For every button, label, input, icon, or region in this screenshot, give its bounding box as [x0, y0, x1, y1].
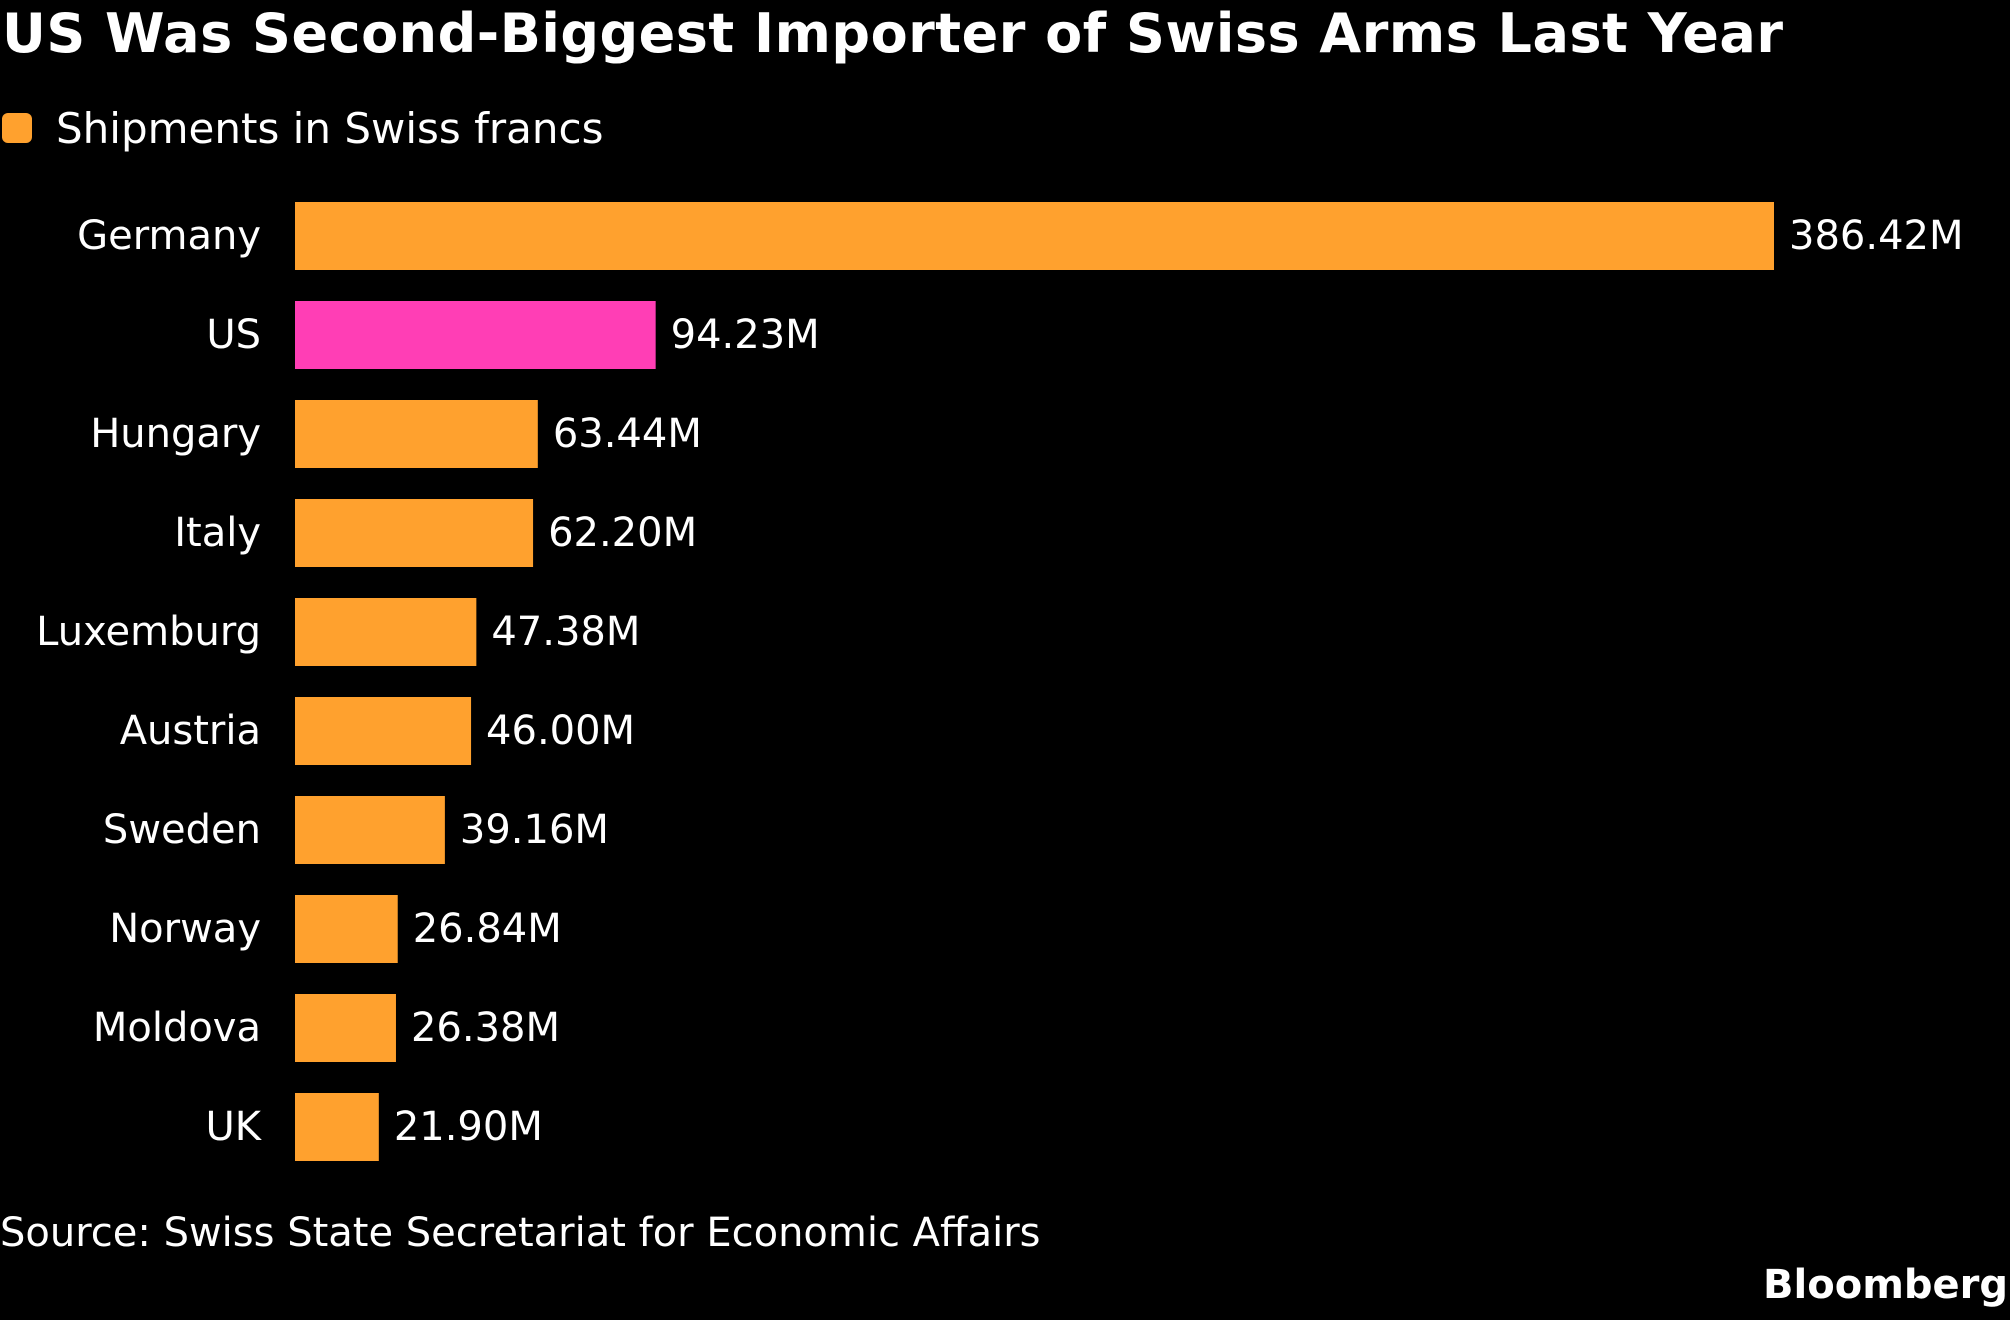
bar-italy: [295, 499, 534, 567]
value-label-hungary: 63.44M: [553, 411, 702, 457]
category-label-luxemburg: Luxemburg: [36, 609, 261, 655]
value-label-austria: 46.00M: [486, 708, 635, 754]
value-label-us: 94.23M: [671, 312, 820, 358]
bar-moldova: [295, 994, 396, 1062]
value-label-uk: 21.90M: [394, 1104, 543, 1150]
bar-austria: [295, 697, 472, 765]
legend: Shipments in Swiss francs: [2, 98, 604, 158]
bar-sweden: [295, 796, 445, 864]
category-label-italy: Italy: [174, 510, 261, 556]
bar-luxemburg: [295, 598, 477, 666]
value-label-italy: 62.20M: [548, 510, 697, 556]
legend-swatch: [2, 113, 32, 143]
bar-uk: [295, 1093, 379, 1161]
value-label-sweden: 39.16M: [460, 807, 609, 853]
legend-label: Shipments in Swiss francs: [56, 103, 604, 153]
value-label-luxemburg: 47.38M: [491, 609, 640, 655]
bar-germany: [295, 202, 1774, 270]
bar-norway: [295, 895, 398, 963]
category-label-germany: Germany: [77, 213, 261, 259]
category-label-moldova: Moldova: [93, 1005, 261, 1051]
category-label-hungary: Hungary: [90, 411, 261, 457]
value-label-germany: 386.42M: [1789, 213, 1963, 259]
category-label-austria: Austria: [120, 708, 261, 754]
bar-hungary: [295, 400, 538, 468]
category-label-sweden: Sweden: [103, 807, 261, 853]
source-note: Source: Swiss State Secretariat for Econ…: [0, 1210, 1041, 1256]
category-label-uk: UK: [205, 1104, 262, 1150]
value-label-norway: 26.84M: [413, 906, 562, 952]
brand-logo: Bloomberg: [1763, 1262, 2008, 1308]
bar-chart: Germany 386.42M US 94.23M Hungary 63.44M Italy…: [36, 202, 1963, 1161]
chart-title: US Was Second-Biggest Importer of Swiss …: [2, 2, 1784, 65]
category-label-us: US: [206, 312, 261, 358]
bar-us: [295, 301, 656, 369]
category-label-norway: Norway: [109, 906, 261, 952]
value-label-moldova: 26.38M: [411, 1005, 560, 1051]
